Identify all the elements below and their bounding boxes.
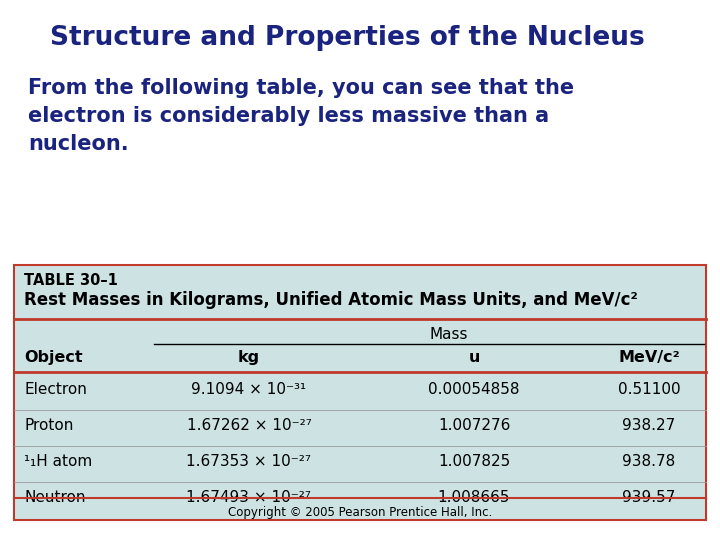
Text: TABLE 30–1: TABLE 30–1 [24,273,118,288]
Text: 939.57: 939.57 [622,490,675,505]
Text: Rest Masses in Kilograms, Unified Atomic Mass Units, and MeV/c²: Rest Masses in Kilograms, Unified Atomic… [24,291,638,309]
Text: nucleon.: nucleon. [28,134,129,154]
Text: ¹₁H atom: ¹₁H atom [24,454,92,469]
Text: Mass: Mass [430,327,468,342]
Text: 1.67353 × 10⁻²⁷: 1.67353 × 10⁻²⁷ [186,454,312,469]
Text: 938.78: 938.78 [622,454,675,469]
Text: u: u [468,350,480,365]
Text: 1.67262 × 10⁻²⁷: 1.67262 × 10⁻²⁷ [186,418,312,433]
Text: Neutron: Neutron [24,490,86,505]
Text: 938.27: 938.27 [622,418,675,433]
Text: 0.00054858: 0.00054858 [428,382,520,397]
Text: Proton: Proton [24,418,73,433]
Text: From the following table, you can see that the: From the following table, you can see th… [28,78,574,98]
Text: 9.1094 × 10⁻³¹: 9.1094 × 10⁻³¹ [192,382,307,397]
Text: Electron: Electron [24,382,87,397]
Text: Object: Object [24,350,83,365]
Text: 0.51100: 0.51100 [618,382,680,397]
Text: electron is considerably less massive than a: electron is considerably less massive th… [28,106,549,126]
Text: Copyright © 2005 Pearson Prentice Hall, Inc.: Copyright © 2005 Pearson Prentice Hall, … [228,506,492,519]
Text: 1.67493 × 10⁻²⁷: 1.67493 × 10⁻²⁷ [186,490,312,505]
Text: Structure and Properties of the Nucleus: Structure and Properties of the Nucleus [50,25,644,51]
Bar [14,265,706,520]
Text: 1.007276: 1.007276 [438,418,510,433]
Text: MeV/c²: MeV/c² [618,350,680,365]
Text: 1.007825: 1.007825 [438,454,510,469]
Text: 1.008665: 1.008665 [438,490,510,505]
Text: kg: kg [238,350,260,365]
